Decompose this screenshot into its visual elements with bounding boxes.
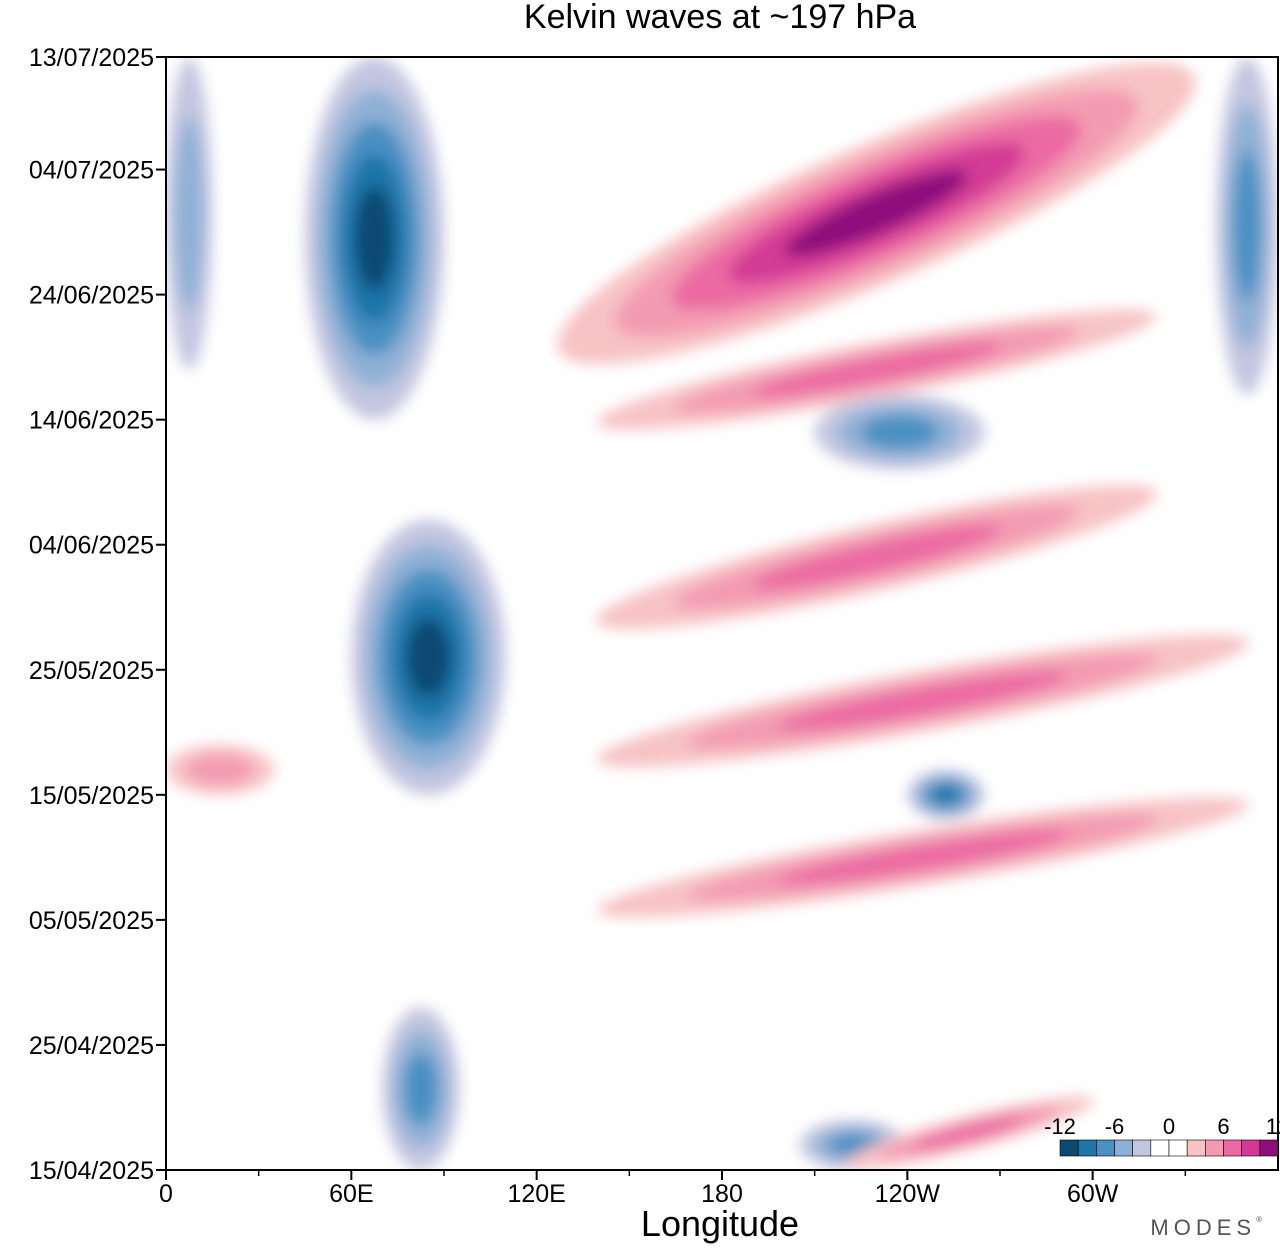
anomaly-feature xyxy=(351,519,506,795)
y-tick-label: 05/05/2025 xyxy=(29,907,154,935)
colorbar-swatch xyxy=(1150,1139,1170,1157)
anomaly-feature xyxy=(596,309,1157,430)
y-tick-label: 24/06/2025 xyxy=(29,282,154,310)
x-tick-label: 60W xyxy=(1067,1180,1119,1208)
contour-level xyxy=(406,617,451,697)
contour-level xyxy=(777,671,1068,731)
x-tick-label: 180 xyxy=(701,1180,743,1208)
anomaly-feature xyxy=(305,57,444,420)
colorbar-label: -12 xyxy=(1044,1114,1076,1139)
y-tick-label: 15/05/2025 xyxy=(29,782,154,810)
y-tick-label: 14/06/2025 xyxy=(29,407,154,435)
y-tick-label: 25/04/2025 xyxy=(29,1032,154,1060)
contour-level xyxy=(785,170,968,257)
anomaly-feature xyxy=(595,485,1158,630)
x-tick-label: 60E xyxy=(329,1180,373,1208)
contour-level xyxy=(354,186,395,291)
contour-level xyxy=(174,117,204,310)
x-axis: 0 60E 120E 180 120W 60W xyxy=(159,1170,1187,1208)
colorbar-swatch xyxy=(1077,1139,1097,1157)
colorbar-swatch xyxy=(1132,1139,1152,1157)
contour-level xyxy=(777,830,1068,884)
x-tick-label: 120W xyxy=(875,1180,941,1208)
anomaly-feature xyxy=(844,1096,1095,1169)
contour-level xyxy=(1233,150,1261,301)
y-axis: 13/07/2025 04/07/2025 24/06/2025 14/06/2025… xyxy=(29,44,166,1185)
colorbar-swatch xyxy=(1059,1139,1079,1157)
colorbar-label: 0 xyxy=(1163,1114,1175,1139)
anomaly-feature xyxy=(1216,57,1278,395)
y-tick-label: 04/07/2025 xyxy=(29,157,154,185)
colorbar-swatch xyxy=(1241,1139,1261,1157)
x-tick-label: 120E xyxy=(507,1180,565,1208)
anomaly-feature xyxy=(557,62,1196,365)
anomaly-feature xyxy=(907,769,985,820)
colorbar-swatch xyxy=(1259,1139,1279,1157)
contour-level xyxy=(861,415,938,449)
colorbar-swatch xyxy=(1186,1139,1206,1157)
contour-level xyxy=(751,525,1002,590)
colorbar-swatch xyxy=(1114,1139,1133,1157)
contour-level xyxy=(186,754,254,786)
y-tick-label: 13/07/2025 xyxy=(29,44,154,72)
anomaly-feature xyxy=(596,635,1250,767)
contour-level xyxy=(403,1052,438,1125)
plot-area xyxy=(166,57,1278,1170)
colorbar-swatch xyxy=(1205,1139,1224,1157)
anomaly-feature xyxy=(166,57,213,370)
y-tick-label: 25/05/2025 xyxy=(29,657,154,685)
colorbar-swatch xyxy=(1096,1139,1115,1157)
contour-level xyxy=(913,1116,1025,1149)
colorbar-swatch xyxy=(1168,1139,1188,1157)
contour-level xyxy=(932,786,960,804)
colorbar-swatch xyxy=(1223,1139,1242,1157)
contour-level xyxy=(752,342,1001,397)
colorbar-label: 12 xyxy=(1266,1114,1280,1139)
anomaly-feature xyxy=(382,1007,460,1170)
x-tick-label: 0 xyxy=(159,1180,173,1208)
colorbar: -12 -6 0 6 12 xyxy=(1044,1114,1280,1157)
y-tick-label: 04/06/2025 xyxy=(29,532,154,560)
modes-watermark: MODES® xyxy=(1150,1215,1262,1240)
y-tick-label: 15/04/2025 xyxy=(29,1157,154,1185)
anomaly-feature xyxy=(814,394,985,470)
colorbar-label: 6 xyxy=(1217,1114,1229,1139)
x-axis-label: Longitude xyxy=(641,1203,799,1244)
chart-title: Kelvin waves at ~197 hPa xyxy=(524,0,916,36)
anomaly-feature xyxy=(166,744,275,795)
anomaly-feature xyxy=(596,797,1249,918)
colorbar-label: -6 xyxy=(1105,1114,1125,1139)
